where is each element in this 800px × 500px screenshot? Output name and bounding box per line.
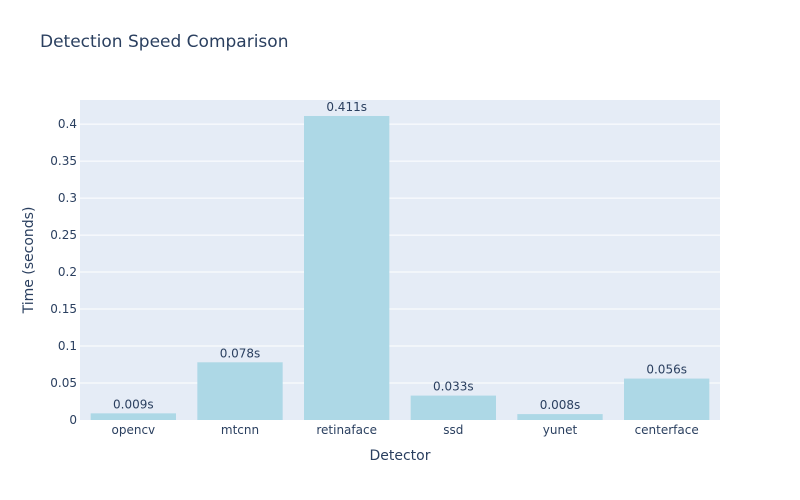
bar-mtcnn xyxy=(197,362,283,420)
bar-retinaface xyxy=(304,115,390,420)
y-tick-label: 0.15 xyxy=(50,302,77,316)
x-tick-label-yunet: yunet xyxy=(543,423,578,437)
data-label-yunet: 0.008s xyxy=(540,398,581,412)
x-tick-label-ssd: ssd xyxy=(443,423,463,437)
chart-title: Detection Speed Comparison xyxy=(40,32,289,52)
data-label-opencv: 0.009s xyxy=(113,397,154,411)
y-tick-label: 0.35 xyxy=(50,154,77,168)
y-tick-label: 0.3 xyxy=(58,191,77,205)
y-tick-labels: 0 0.05 0.1 0.15 0.2 0.25 0.3 0.35 0.4 xyxy=(50,117,77,427)
bar-yunet xyxy=(517,414,603,420)
y-tick-label: 0 xyxy=(69,413,77,427)
data-label-mtcnn: 0.078s xyxy=(220,346,261,360)
bars xyxy=(90,115,710,420)
x-tick-labels: opencv mtcnn retinaface ssd yunet centerface xyxy=(112,423,699,437)
data-label-centerface: 0.056s xyxy=(646,363,687,377)
gridlines xyxy=(80,123,720,384)
plot-background xyxy=(80,100,720,420)
bar-ssd xyxy=(410,395,496,420)
x-axis-title: Detector xyxy=(369,448,430,464)
y-tick-label: 0.05 xyxy=(50,376,77,390)
y-tick-label: 0.1 xyxy=(58,339,77,353)
data-labels: 0.009s 0.078s 0.411s 0.033s 0.008s 0.056s xyxy=(113,100,687,412)
y-tick-label: 0.25 xyxy=(50,228,77,242)
x-tick-label-retinaface: retinaface xyxy=(316,423,377,437)
data-label-ssd: 0.033s xyxy=(433,380,474,394)
y-tick-label: 0.2 xyxy=(58,265,77,279)
x-tick-label-opencv: opencv xyxy=(112,423,156,437)
x-tick-label-mtcnn: mtcnn xyxy=(221,423,259,437)
y-tick-label: 0.4 xyxy=(58,117,77,131)
x-tick-label-centerface: centerface xyxy=(635,423,699,437)
y-axis-title: Time (seconds) xyxy=(21,207,37,315)
bar-centerface xyxy=(624,378,710,420)
bar-opencv xyxy=(90,413,176,420)
data-label-retinaface: 0.411s xyxy=(326,100,367,114)
